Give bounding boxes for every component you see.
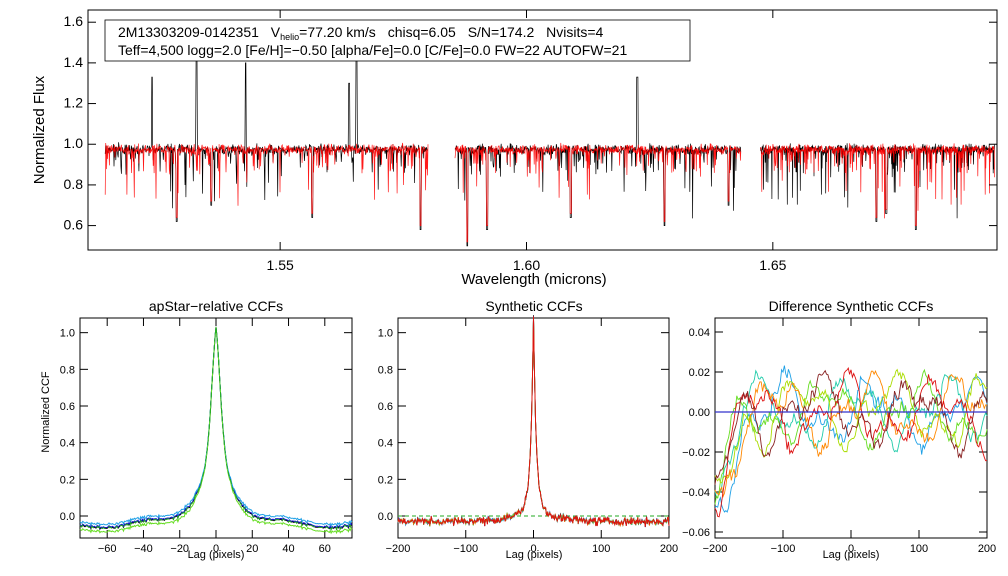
synthetic-ccf-ytick-label: 1.0	[378, 328, 393, 340]
info-box	[104, 19, 691, 62]
spectrum-ytick-label: 1.6	[64, 13, 84, 29]
diff-ccf-ytick-label: −0.04	[682, 487, 710, 499]
synthetic-ccf-series-line	[397, 317, 670, 527]
synthetic-ccf-series-line	[397, 316, 670, 527]
synthetic-ccf-ytick-label: 0.6	[378, 401, 393, 413]
nvisits-value: Nvisits=4	[546, 24, 603, 40]
apstar-ccf-ytick-label: 0.0	[60, 511, 75, 523]
info-line-1: 2M13303209-0142351 Vhelio=77.20 km/s chi…	[118, 24, 604, 42]
synthetic-ccf-ytick-label: 0.4	[378, 438, 393, 450]
diff-ccf-xtick-label: −200	[703, 543, 728, 555]
chisq-value: chisq=6.05	[388, 24, 456, 40]
apstar-ccf-panel: apStar−relative CCFs −60 −40 −20 0 20 40 60 0.0…	[40, 298, 353, 561]
info-line-2: Teff=4,500 logg=2.0 [Fe/H]=−0.50 [alpha/…	[118, 42, 627, 58]
apstar-ccf-xtick-label: 60	[319, 543, 331, 555]
apstar-ccf-xtick-label: 20	[246, 543, 258, 555]
apstar-ccf-ytick-label: 0.8	[60, 364, 75, 376]
star-id: 2M13303209-0142351	[118, 24, 259, 40]
spectrum-xtick-label: 1.60	[513, 257, 540, 273]
spectrum-model-group	[104, 142, 995, 243]
spectrum-ylabel: Normalized Flux	[31, 75, 48, 184]
spectrum-xtick-label: 1.55	[267, 257, 294, 273]
spectrum-panel: 1.55 1.60 1.65 0.6 0.8 1.0 1.2 1.4 1.6 2M1330320…	[31, 9, 998, 288]
synthetic-ccf-xtick-label: 200	[660, 543, 678, 555]
synthetic-ccf-frame	[397, 317, 670, 539]
apstar-ccf-xtick-label: −40	[134, 543, 153, 555]
diff-ccf-series-line	[714, 368, 988, 505]
diff-ccf-ytick-label: 0.00	[689, 407, 710, 419]
diff-ccf-xtick-label: 100	[910, 543, 928, 555]
diff-ccf-series-line	[714, 366, 987, 518]
apstar-ccf-ytick-label: 0.2	[60, 474, 75, 486]
apstar-ccf-series-line	[79, 326, 353, 531]
diff-ccf-xtick-label: −100	[771, 543, 796, 555]
synthetic-ccf-xtick-label: 100	[592, 543, 610, 555]
synthetic-ccf-ytick-label: 0.8	[378, 364, 393, 376]
apstar-ccf-ylabel: Normalized CCF	[40, 371, 52, 453]
synthetic-ccf-xtick-label: −100	[453, 543, 478, 555]
spectrum-ytick-label: 0.6	[64, 217, 84, 233]
diff-ccf-ytick-label: 0.04	[689, 327, 710, 339]
spectrum-plot-frame	[87, 9, 998, 251]
spectrum-xtick-label: 1.65	[759, 257, 786, 273]
synthetic-ccf-xtick-label: 0	[530, 543, 536, 555]
spectrum-model-line	[760, 143, 995, 226]
spectrum-model-line	[454, 142, 742, 243]
diff-ccf-title: Difference Synthetic CCFs	[769, 298, 934, 314]
spectrum-xlabel: Wavelength (microns)	[461, 271, 606, 288]
spectrum-ytick-label: 1.2	[64, 95, 84, 111]
apstar-ccf-series-line	[79, 326, 353, 530]
apstar-ccf-series-line	[79, 326, 353, 531]
apstar-ccf-xtick-label: 40	[282, 543, 294, 555]
diff-ccf-series-line	[714, 369, 988, 485]
apstar-ccf-ytick-label: 0.6	[60, 401, 75, 413]
synthetic-ccf-title: Synthetic CCFs	[485, 298, 582, 314]
apstar-ccf-xlabel: Lag (pixels)	[188, 549, 245, 561]
diff-ccf-xtick-label: 0	[848, 543, 854, 555]
apstar-ccf-xtick-label: −20	[170, 543, 189, 555]
spectrum-observed-line	[454, 76, 742, 247]
diff-ccf-panel: Difference Synthetic CCFs −200 −100 0 100 20…	[682, 298, 996, 561]
synthetic-ccf-series-line	[397, 316, 670, 528]
vhelio-value: =77.20 km/s	[299, 24, 376, 40]
apstar-ccf-xtick-label: −60	[98, 543, 117, 555]
synthetic-ccf-series-line	[397, 316, 670, 528]
apstar-ccf-series-line	[79, 326, 353, 527]
synthetic-ccf-ytick-label: 0.0	[378, 511, 393, 523]
spectrum-model-line	[104, 142, 429, 226]
vhelio-prefix: V	[271, 24, 281, 40]
apstar-ccf-xtick-label: 0	[213, 543, 219, 555]
apstar-ccf-series-line	[79, 326, 353, 535]
sn-value: S/N=174.2	[468, 24, 535, 40]
apstar-ccf-title: apStar−relative CCFs	[149, 298, 283, 314]
synthetic-ccf-series-line	[397, 316, 670, 528]
spectrum-observed-line	[104, 52, 429, 231]
synthetic-ccf-panel: Synthetic CCFs −200 −100 0 100 200 0.0 0.2 0.4 0…	[378, 298, 678, 561]
diff-ccf-xlabel: Lag (pixels)	[823, 549, 880, 561]
apstar-ccf-ytick-label: 0.4	[60, 438, 75, 450]
spectrum-ytick-label: 1.4	[64, 54, 84, 70]
synthetic-ccf-series-line	[397, 315, 670, 527]
diff-ccf-xtick-label: 200	[978, 543, 996, 555]
diff-ccf-ytick-label: −0.06	[682, 527, 710, 539]
synthetic-ccf-xlabel: Lag (pixels)	[506, 549, 563, 561]
diff-ccf-series-line	[714, 370, 988, 498]
synthetic-ccf-xtick-label: −200	[386, 543, 411, 555]
synthetic-ccf-ytick-label: 0.2	[378, 474, 393, 486]
diff-ccf-series-line	[714, 368, 988, 484]
diff-ccf-ytick-label: 0.02	[689, 367, 710, 379]
vhelio-subscript: helio	[280, 32, 299, 42]
apstar-ccf-frame	[79, 317, 353, 539]
apstar-ccf-ytick-label: 1.0	[60, 328, 75, 340]
spectrum-ytick-label: 0.8	[64, 176, 84, 192]
diff-ccf-ytick-label: −0.02	[682, 447, 710, 459]
spectrum-ytick-label: 1.0	[64, 135, 84, 151]
